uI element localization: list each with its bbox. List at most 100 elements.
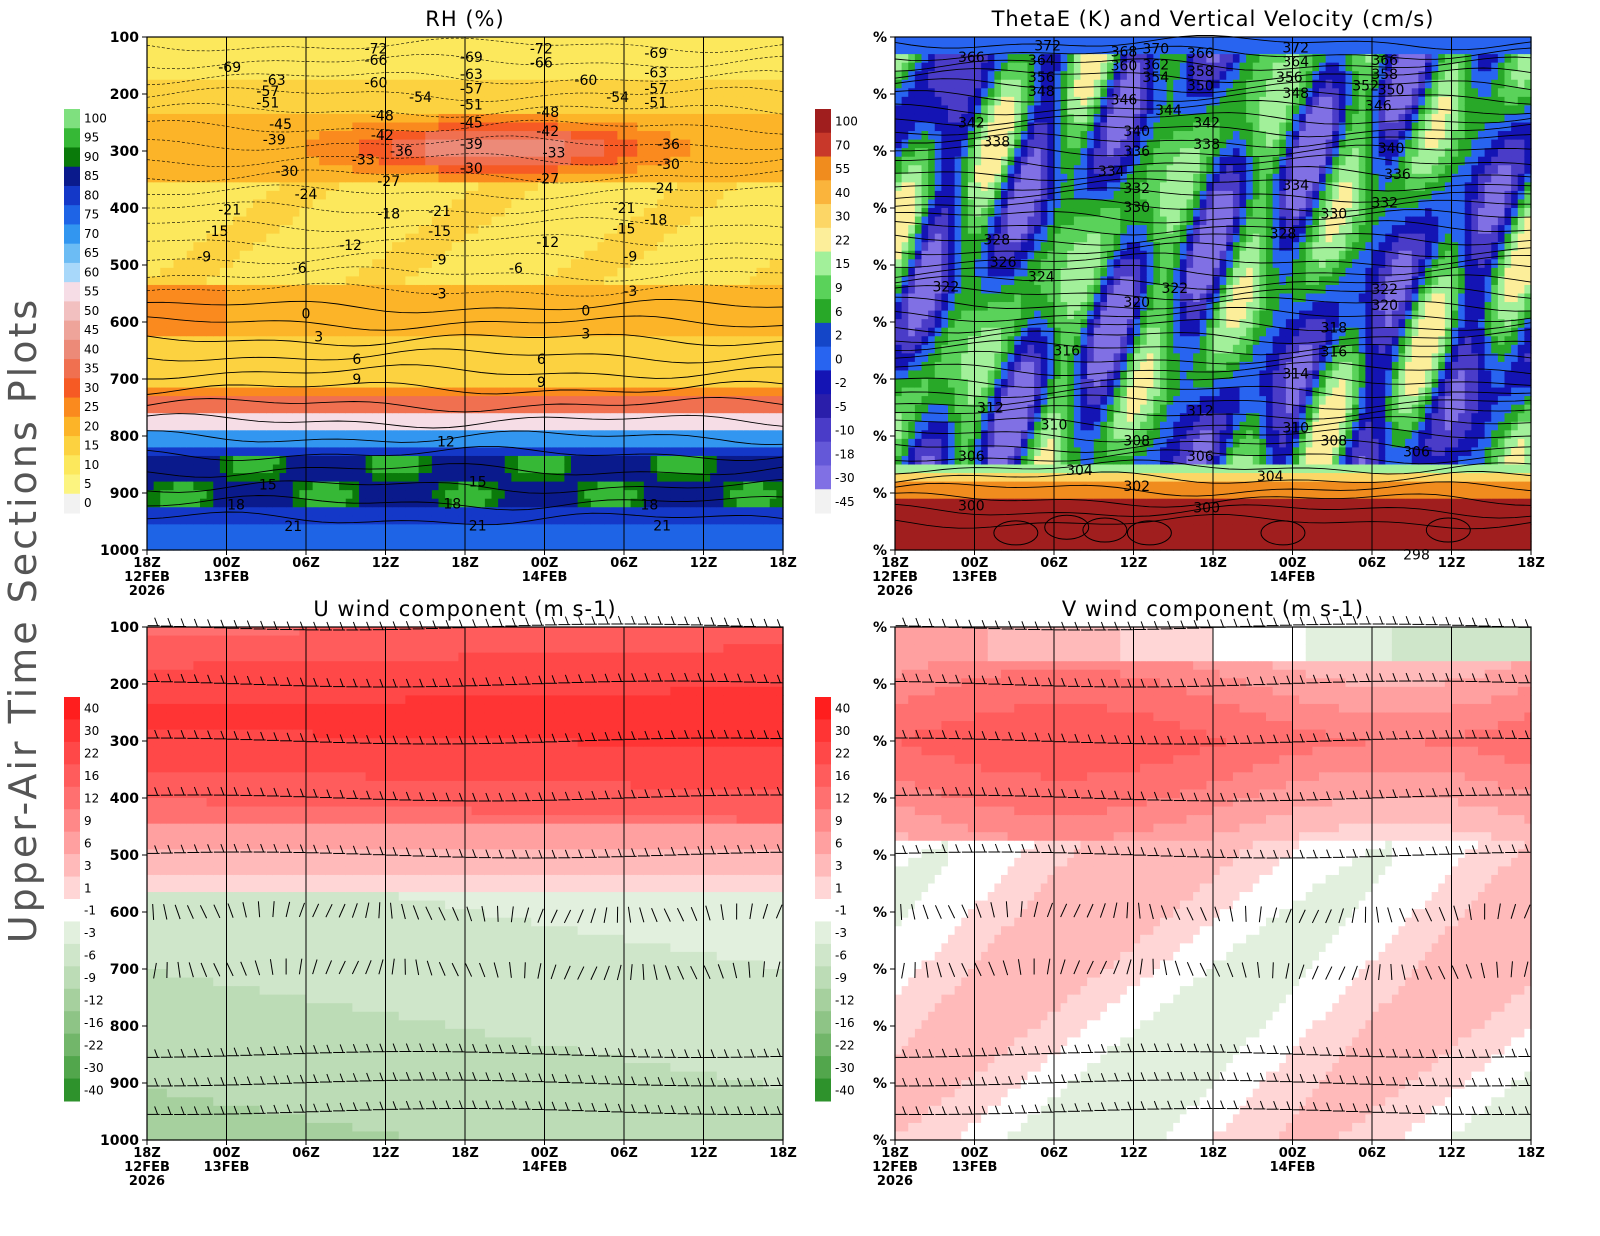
field-cell (545, 225, 552, 234)
field-cell (591, 490, 598, 499)
field-cell (591, 430, 598, 439)
field-cell (147, 533, 154, 542)
field-cell (280, 191, 287, 200)
field-cell (392, 302, 399, 311)
field-cell (207, 182, 214, 191)
field-cell (346, 63, 353, 72)
field-cell (604, 208, 611, 217)
field-cell (187, 131, 194, 140)
field-cell (439, 182, 446, 191)
field-cell (598, 285, 605, 294)
field-cell (160, 63, 167, 72)
field-cell (564, 447, 571, 456)
field-cell (154, 370, 161, 379)
field-cell (346, 54, 353, 63)
field-cell (386, 294, 393, 303)
field-cell (352, 105, 359, 114)
field-cell (591, 499, 598, 508)
field-cell (412, 473, 419, 482)
field-cell (339, 465, 346, 474)
field-cell (227, 251, 234, 260)
field-cell (657, 268, 664, 277)
field-cell (439, 123, 446, 132)
field-cell (319, 71, 326, 80)
field-cell (611, 54, 618, 63)
field-cell (286, 396, 293, 405)
field-cell (498, 541, 505, 550)
field-cell (346, 46, 353, 55)
field-cell (564, 370, 571, 379)
field-cell (392, 165, 399, 174)
field-cell (452, 388, 459, 397)
field-cell (359, 396, 366, 405)
field-cell (352, 533, 359, 542)
field-cell (180, 541, 187, 550)
field-cell (472, 541, 479, 550)
field-cell (598, 259, 605, 268)
field-cell (558, 311, 565, 320)
field-cell (598, 516, 605, 525)
field-cell (200, 362, 207, 371)
field-cell (531, 191, 538, 200)
field-cell (386, 482, 393, 491)
field-cell (485, 88, 492, 97)
field-cell (690, 80, 697, 89)
field-cell (670, 507, 677, 516)
field-cell (465, 251, 472, 260)
field-cell (591, 199, 598, 208)
field-cell (326, 259, 333, 268)
field-cell (180, 422, 187, 431)
field-cell (313, 541, 320, 550)
field-cell (525, 362, 532, 371)
field-cell (598, 524, 605, 533)
field-cell (352, 182, 359, 191)
field-cell (531, 482, 538, 491)
field-cell (531, 311, 538, 320)
field-cell (266, 208, 273, 217)
field-cell (180, 259, 187, 268)
field-cell (525, 422, 532, 431)
field-cell (551, 524, 558, 533)
field-cell (167, 490, 174, 499)
field-cell (452, 148, 459, 157)
field-cell (578, 114, 585, 123)
field-cell (425, 456, 432, 465)
field-cell (405, 37, 412, 46)
field-cell (405, 439, 412, 448)
field-cell (478, 37, 485, 46)
field-cell (492, 533, 499, 542)
field-cell (511, 541, 518, 550)
field-cell (670, 259, 677, 268)
field-cell (452, 71, 459, 80)
field-cell (187, 405, 194, 414)
field-cell (564, 328, 571, 337)
field-cell (604, 46, 611, 55)
field-cell (492, 208, 499, 217)
field-cell (253, 524, 260, 533)
field-cell (193, 482, 200, 491)
field-cell (386, 165, 393, 174)
field-cell (280, 208, 287, 217)
field-cell (339, 285, 346, 294)
field-cell (558, 328, 565, 337)
field-cell (167, 294, 174, 303)
field-cell (412, 396, 419, 405)
field-cell (472, 490, 479, 499)
field-cell (598, 336, 605, 345)
field-cell (154, 499, 161, 508)
field-cell (187, 439, 194, 448)
field-cell (452, 465, 459, 474)
field-cell (631, 422, 638, 431)
field-cell (352, 97, 359, 106)
field-cell (359, 482, 366, 491)
field-cell (253, 311, 260, 320)
field-cell (167, 174, 174, 183)
field-cell (664, 379, 671, 388)
field-cell (200, 71, 207, 80)
field-cell (233, 294, 240, 303)
field-cell (399, 396, 406, 405)
field-cell (412, 46, 419, 55)
field-cell (266, 524, 273, 533)
field-cell (584, 259, 591, 268)
field-cell (286, 405, 293, 414)
